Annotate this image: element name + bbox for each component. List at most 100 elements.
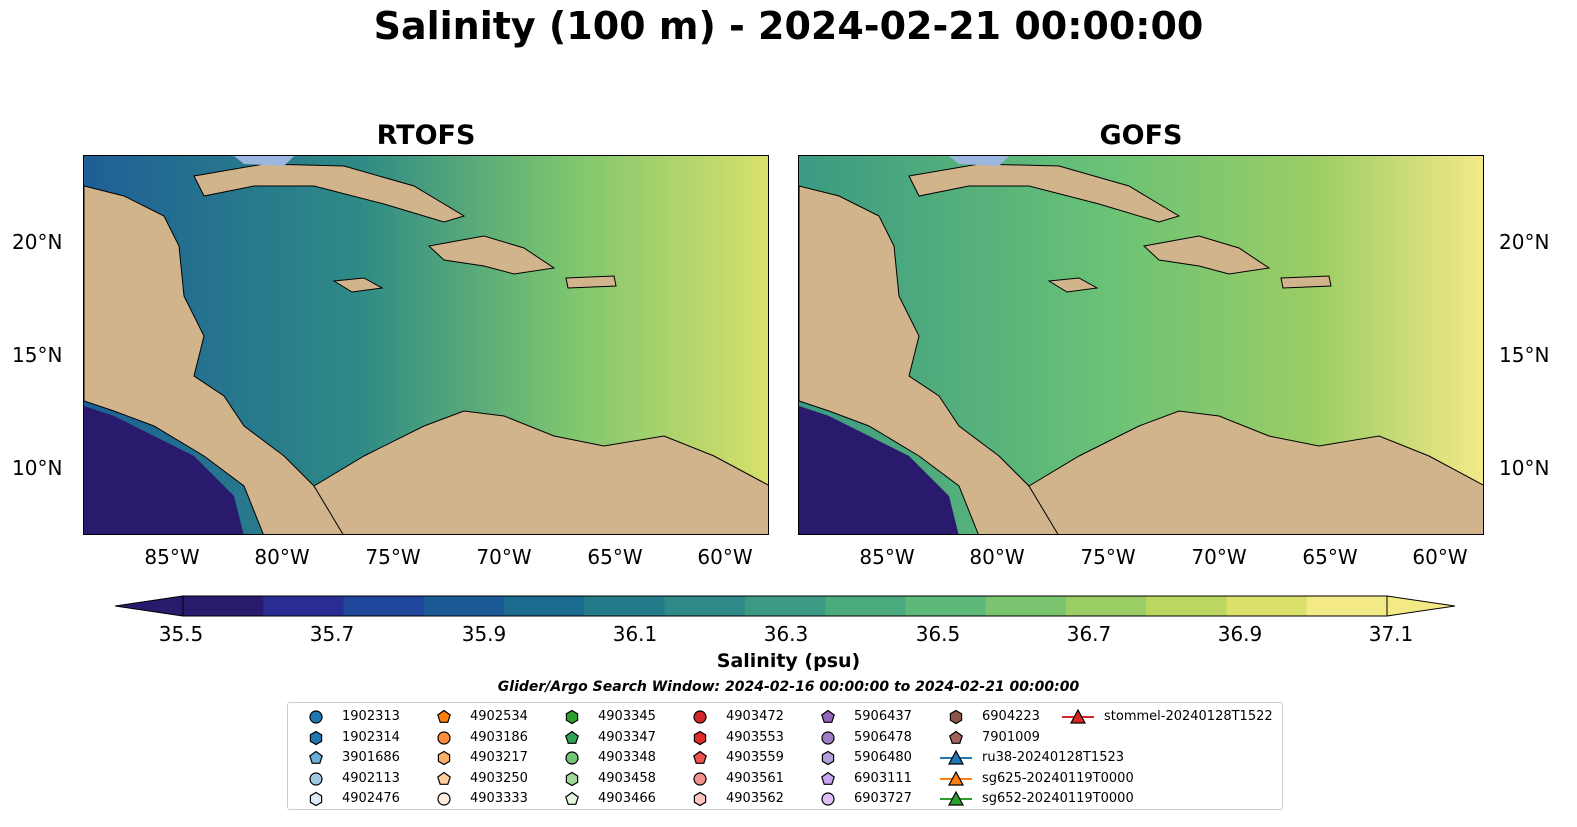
legend-label: 7901009 (982, 729, 1040, 745)
legend-marker-icon (437, 771, 451, 785)
colorbar-segment (423, 596, 505, 616)
colorbar-segment (905, 596, 987, 616)
lon-label-75w-right: 75°W (1080, 545, 1136, 569)
bahamas-shelf (949, 156, 1009, 166)
legend-marker-icon (437, 709, 451, 723)
lon-label-60w-right: 60°W (1412, 545, 1468, 569)
legend-label: 4903333 (470, 791, 528, 806)
legend-marker-icon (693, 710, 707, 724)
legend-label: 4903217 (470, 750, 528, 765)
legend-label: 6903727 (854, 791, 912, 806)
legend-marker-icon (693, 730, 707, 745)
legend-marker-icon (821, 750, 835, 766)
colorbar-tick: 37.1 (1368, 622, 1414, 646)
south-america-land (313, 410, 768, 534)
legend-label: 1902313 (342, 709, 400, 724)
colorbar-segment (985, 596, 1067, 616)
legend-label: 4903466 (598, 791, 656, 806)
colorbar-tick: 36.7 (1066, 622, 1112, 646)
puerto-rico-land (565, 275, 617, 289)
lon-label-85w-left: 85°W (144, 545, 200, 569)
lon-label-80w-left: 80°W (254, 545, 310, 569)
central-america-land (799, 185, 1059, 534)
colorbar-tick: 35.7 (309, 622, 355, 646)
lat-label-10n-right: 10°N (1499, 456, 1550, 480)
colorbar-extend-high (1386, 595, 1455, 617)
legend-label: 6903111 (854, 770, 912, 786)
pacific-region (84, 406, 244, 534)
puerto-rico-land (1280, 275, 1332, 289)
legend-marker-icon (309, 771, 323, 786)
legend-label: ru38-20240128T1523 (982, 750, 1125, 765)
map-rtofs-canvas (84, 156, 768, 534)
legend-label: 4903562 (726, 791, 784, 806)
south-america-land (1028, 410, 1483, 534)
colorbar-segment (1226, 596, 1308, 616)
legend-label: 4903186 (470, 729, 528, 745)
legend-marker-icon (309, 791, 323, 807)
colorbar-segment (1306, 596, 1388, 616)
colorbar-segment (1146, 596, 1227, 616)
jamaica-land (332, 277, 384, 293)
colorbar-tick: 35.9 (461, 622, 507, 646)
legend-label: sg652-20240119T0000 (982, 791, 1134, 806)
colorbar-tick: 36.9 (1217, 622, 1263, 646)
legend-label: 4903472 (726, 709, 784, 724)
legend-label: 1902314 (342, 729, 400, 745)
colorbar-segment (584, 596, 666, 616)
legend-marker-icon (821, 709, 835, 723)
lon-label-70w-right: 70°W (1191, 545, 1247, 569)
hispaniola-land (1142, 235, 1271, 275)
legend-marker-icon (821, 792, 835, 806)
legend-marker-icon (940, 790, 972, 806)
legend-label: 4903553 (726, 729, 784, 745)
colorbar-segment (343, 596, 425, 616)
legend-marker-icon (693, 750, 707, 764)
figure-title: Salinity (100 m) - 2024-02-21 00:00:00 (373, 4, 1204, 48)
lat-label-20n-right: 20°N (1499, 230, 1550, 254)
legend-label: 4903250 (470, 770, 528, 786)
colorbar-segment (183, 596, 264, 616)
legend-marker-icon (565, 791, 579, 805)
legend-marker-icon (309, 750, 323, 764)
legend-marker-icon (437, 792, 451, 806)
legend-marker-icon (565, 771, 579, 786)
lon-label-85w-right: 85°W (859, 545, 915, 569)
legend-marker-icon (693, 771, 707, 786)
legend-label: 5906480 (854, 750, 912, 765)
panel-title-rtofs: RTOFS (376, 120, 476, 151)
legend-label: 4903348 (598, 750, 656, 765)
map-gofs-canvas (799, 156, 1483, 534)
colorbar-tick: 36.3 (763, 622, 809, 646)
colorbar-segment (504, 596, 585, 616)
search-window-label: Glider/Argo Search Window: 2024-02-16 00… (497, 679, 1080, 695)
colorbar (115, 595, 1455, 617)
jamaica-land (1047, 277, 1099, 293)
legend-marker-icon (309, 710, 323, 724)
cuba-land (908, 163, 1181, 223)
lat-label-20n-left: 20°N (12, 230, 63, 254)
legend-label: 4903561 (726, 770, 784, 786)
legend-marker-icon (693, 791, 707, 807)
legend-label: 4903458 (598, 770, 656, 786)
map-gofs (798, 155, 1484, 535)
legend-marker-icon (437, 750, 451, 766)
legend-label: 4903559 (726, 750, 784, 765)
lat-label-15n-left: 15°N (12, 343, 63, 367)
lat-label-10n-left: 10°N (12, 456, 63, 480)
legend-label: 4903347 (598, 729, 656, 745)
legend-marker-icon (565, 730, 579, 744)
central-america-land (84, 185, 344, 534)
lon-label-75w-left: 75°W (365, 545, 421, 569)
lon-label-70w-left: 70°W (476, 545, 532, 569)
colorbar-segment (744, 596, 826, 616)
lon-label-65w-left: 65°W (587, 545, 643, 569)
legend-label: 6904223 (982, 709, 1040, 724)
legend-label: 3901686 (342, 750, 400, 765)
colorbar-segment (664, 596, 746, 616)
legend-marker-icon (821, 730, 835, 745)
colorbar-tick: 36.1 (612, 622, 658, 646)
colorbar-tick: 35.5 (158, 622, 204, 646)
map-rtofs (83, 155, 769, 535)
legend-marker-icon (821, 771, 835, 785)
